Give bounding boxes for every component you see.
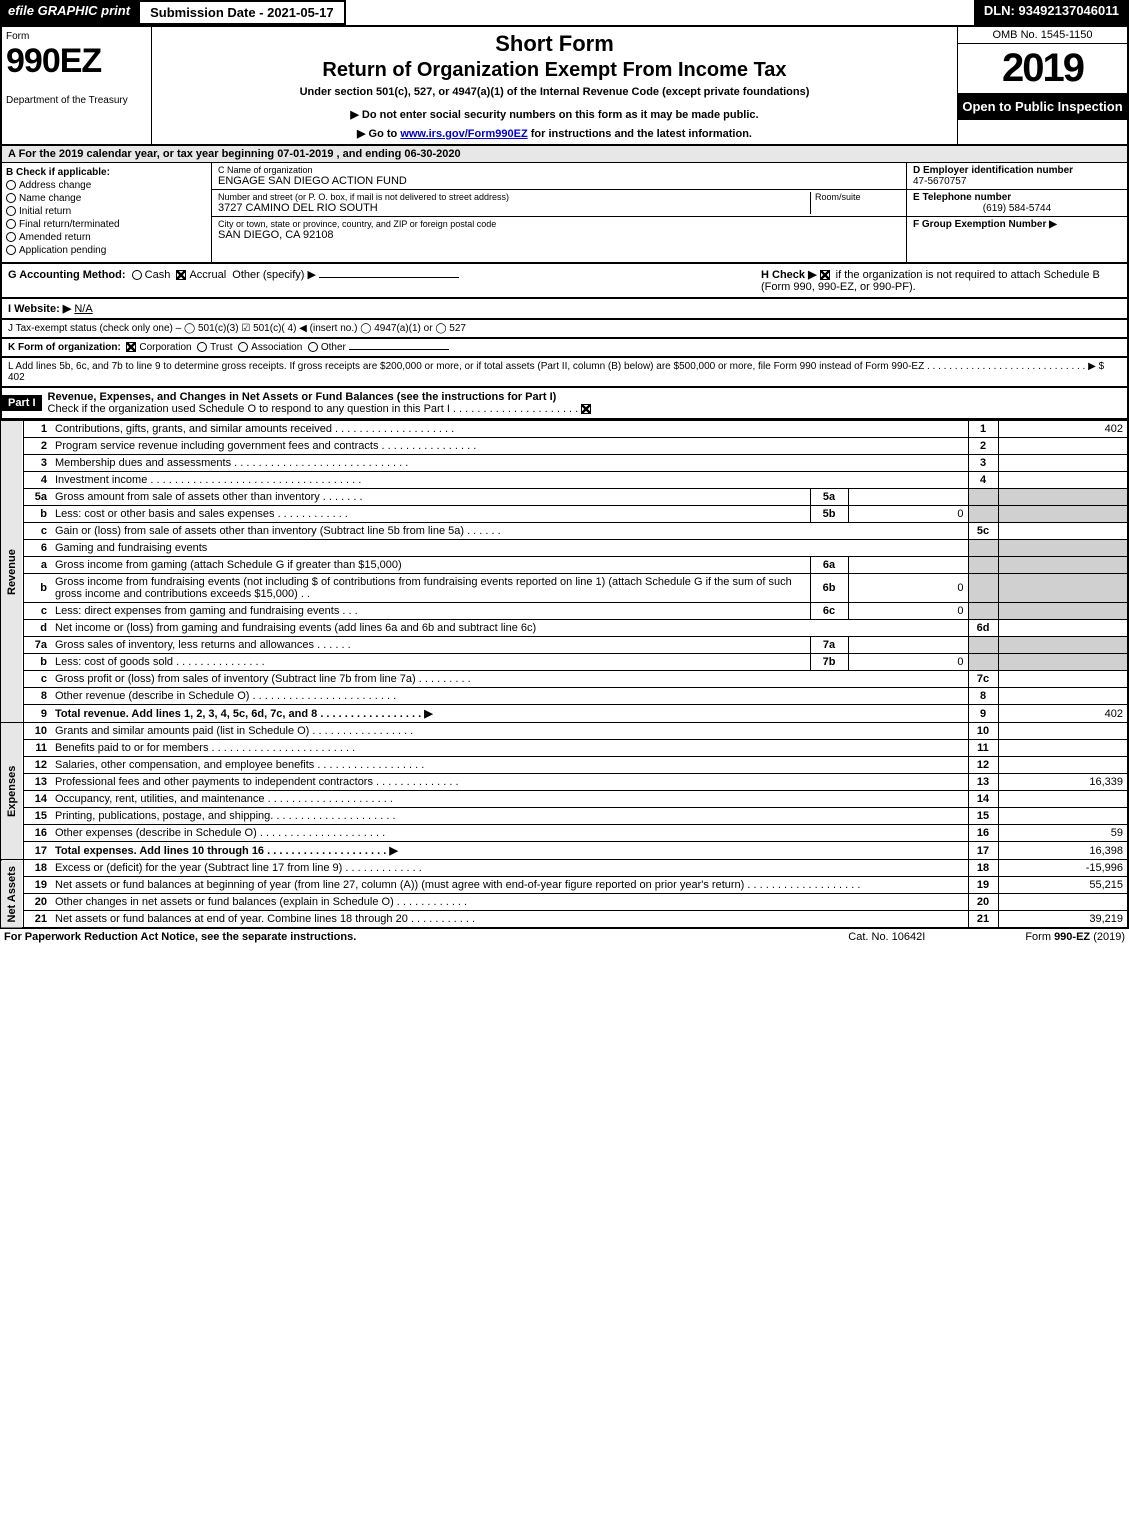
line-i: I Website: ▶ N/A: [0, 299, 1129, 320]
top-bar: efile GRAPHIC print Submission Date - 20…: [0, 0, 1129, 27]
efile-label[interactable]: efile GRAPHIC print: [0, 0, 138, 25]
address-row: Number and street (or P. O. box, if mail…: [212, 190, 906, 217]
goto-line: ▶ Go to www.irs.gov/Form990EZ for instru…: [160, 127, 949, 140]
tax-year: 2019: [958, 44, 1127, 93]
association-radio[interactable]: [238, 342, 248, 352]
other-org-input[interactable]: [349, 349, 449, 350]
form-word: Form: [6, 31, 147, 42]
opt-name-change[interactable]: Name change: [6, 193, 207, 204]
f-label: F Group Exemption Number ▶: [913, 219, 1121, 230]
line-h: H Check ▶ if the organization is not req…: [761, 268, 1121, 293]
g-label: G Accounting Method:: [8, 269, 126, 281]
line-a: A For the 2019 calendar year, or tax yea…: [0, 146, 1129, 162]
box-b-title: B Check if applicable:: [6, 167, 207, 178]
under-section: Under section 501(c), 527, or 4947(a)(1)…: [160, 86, 949, 98]
part-i-badge: Part I: [2, 395, 42, 411]
ein-row: D Employer identification number 47-5670…: [907, 163, 1127, 190]
opt-initial-return[interactable]: Initial return: [6, 206, 207, 217]
goto-link[interactable]: www.irs.gov/Form990EZ: [400, 128, 527, 140]
k-label: K Form of organization:: [8, 342, 121, 353]
room-label: Room/suite: [815, 192, 900, 202]
part-i-check: Check if the organization used Schedule …: [48, 403, 579, 415]
goto-pre: ▶ Go to: [357, 128, 400, 140]
block-g-h: G Accounting Method: Cash Accrual Other …: [0, 264, 1129, 299]
line-k: K Form of organization: Corporation Trus…: [0, 339, 1129, 358]
i-label: I Website: ▶: [8, 303, 71, 315]
other-specify-input[interactable]: [319, 277, 459, 278]
part-i-title: Revenue, Expenses, and Changes in Net As…: [48, 391, 557, 403]
line-l: L Add lines 5b, 6c, and 7b to line 9 to …: [0, 358, 1129, 388]
addr-label: Number and street (or P. O. box, if mail…: [218, 192, 810, 202]
financial-table: Revenue1Contributions, gifts, grants, an…: [0, 420, 1129, 929]
form-header: Form 990EZ Department of the Treasury Sh…: [0, 27, 1129, 146]
open-to-public: Open to Public Inspection: [958, 93, 1127, 120]
opt-address-change[interactable]: Address change: [6, 180, 207, 191]
h-label: H Check ▶: [761, 269, 817, 281]
dln-label: DLN: 93492137046011: [974, 0, 1129, 25]
org-name-row: C Name of organization ENGAGE SAN DIEGO …: [212, 163, 906, 190]
omb-number: OMB No. 1545-1150: [958, 27, 1127, 44]
footer-cat: Cat. No. 10642I: [848, 931, 925, 943]
header-left: Form 990EZ Department of the Treasury: [2, 27, 152, 144]
ssn-notice: ▶ Do not enter social security numbers o…: [160, 108, 949, 121]
city-label: City or town, state or province, country…: [218, 219, 900, 229]
submission-date: Submission Date - 2021-05-17: [138, 0, 346, 25]
opt-application-pending[interactable]: Application pending: [6, 245, 207, 256]
d-label: D Employer identification number: [913, 165, 1121, 176]
opt-final-return[interactable]: Final return/terminated: [6, 219, 207, 230]
phone-value: (619) 584-5744: [913, 203, 1121, 214]
page-footer: For Paperwork Reduction Act Notice, see …: [0, 929, 1129, 945]
accrual-checkbox[interactable]: [176, 270, 186, 280]
opt-amended-return[interactable]: Amended return: [6, 232, 207, 243]
footer-notice: For Paperwork Reduction Act Notice, see …: [4, 931, 356, 943]
trust-radio[interactable]: [197, 342, 207, 352]
header-right: OMB No. 1545-1150 2019 Open to Public In…: [957, 27, 1127, 144]
ein-value: 47-5670757: [913, 176, 1121, 187]
part-i-desc: Revenue, Expenses, and Changes in Net As…: [42, 388, 1127, 418]
info-box: B Check if applicable: Address change Na…: [0, 162, 1129, 264]
other-radio[interactable]: [308, 342, 318, 352]
box-c: C Name of organization ENGAGE SAN DIEGO …: [212, 163, 907, 262]
department-label: Department of the Treasury: [6, 95, 147, 106]
e-label: E Telephone number: [913, 192, 1121, 203]
c-label: C Name of organization: [218, 165, 900, 175]
line-g: G Accounting Method: Cash Accrual Other …: [8, 268, 751, 293]
street-address: 3727 CAMINO DEL RIO SOUTH: [218, 202, 810, 214]
line-j: J Tax-exempt status (check only one) – ◯…: [0, 320, 1129, 339]
form-number: 990EZ: [6, 42, 147, 81]
cash-radio[interactable]: [132, 270, 142, 280]
website-value: N/A: [74, 303, 92, 315]
footer-form: Form 990-EZ (2019): [1025, 931, 1125, 943]
schedule-b-checkbox[interactable]: [820, 270, 830, 280]
goto-post: for instructions and the latest informat…: [528, 128, 752, 140]
part-i-header: Part I Revenue, Expenses, and Changes in…: [0, 388, 1129, 420]
corporation-checkbox[interactable]: [126, 342, 136, 352]
box-d-e-f: D Employer identification number 47-5670…: [907, 163, 1127, 262]
city-state-zip: SAN DIEGO, CA 92108: [218, 229, 900, 241]
short-form-title: Short Form: [160, 31, 949, 57]
header-center: Short Form Return of Organization Exempt…: [152, 27, 957, 144]
org-name: ENGAGE SAN DIEGO ACTION FUND: [218, 175, 900, 187]
box-b: B Check if applicable: Address change Na…: [2, 163, 212, 262]
schedule-o-checkbox[interactable]: [581, 404, 591, 414]
phone-row: E Telephone number (619) 584-5744: [907, 190, 1127, 217]
group-exemption-row: F Group Exemption Number ▶: [907, 217, 1127, 232]
return-title: Return of Organization Exempt From Incom…: [160, 59, 949, 82]
city-row: City or town, state or province, country…: [212, 217, 906, 243]
